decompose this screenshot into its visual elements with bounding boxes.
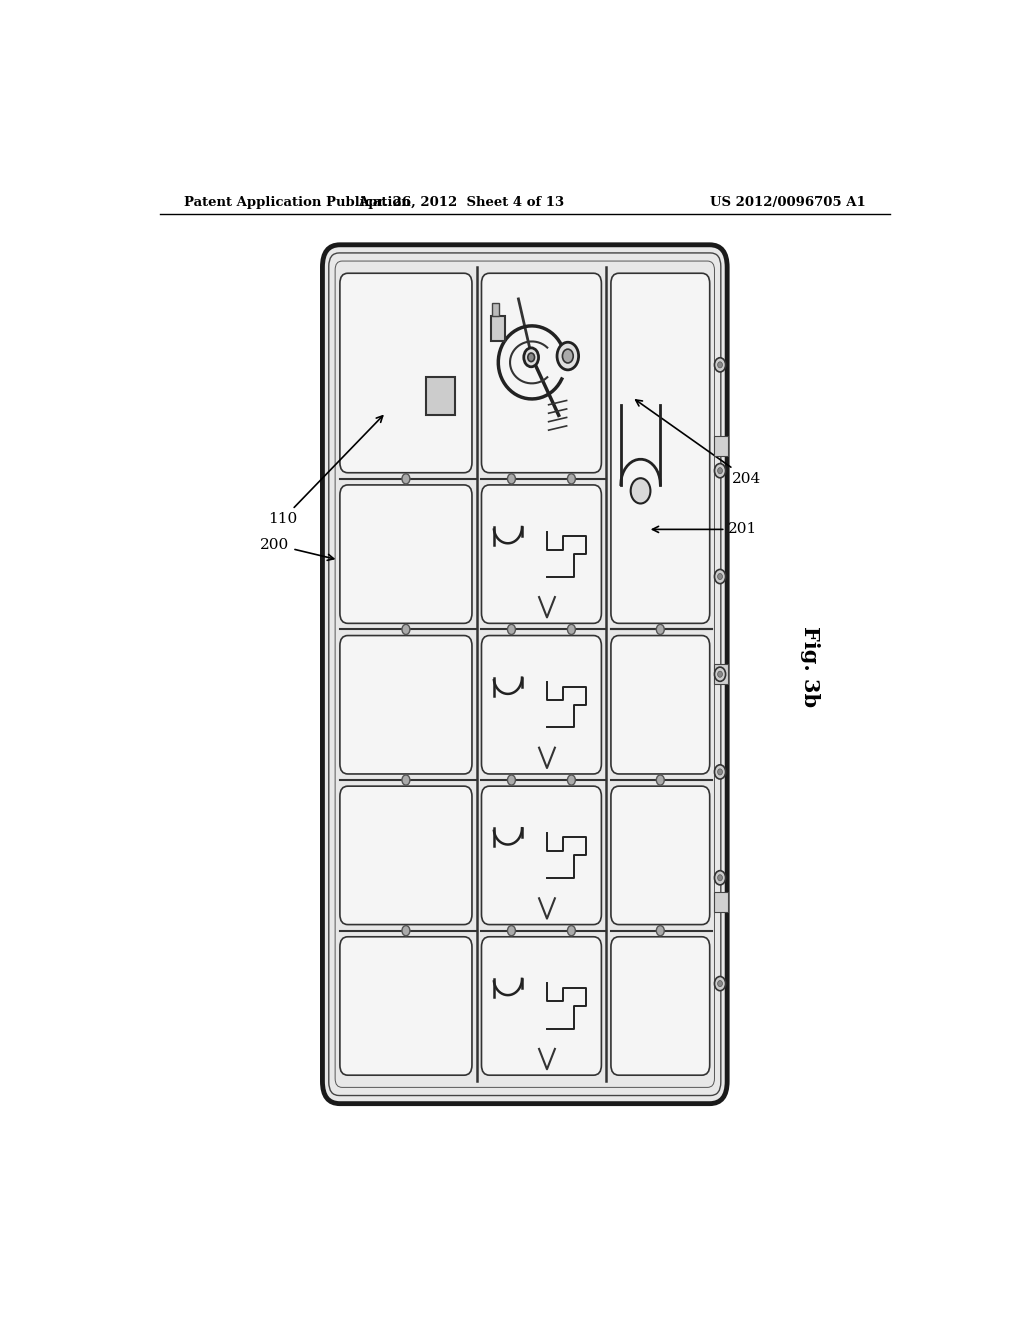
Circle shape [508, 474, 515, 484]
Text: 110: 110 [268, 416, 383, 527]
Circle shape [718, 362, 722, 368]
Text: 200: 200 [260, 537, 334, 560]
Circle shape [715, 569, 726, 583]
Circle shape [402, 775, 410, 785]
Circle shape [508, 624, 515, 635]
FancyBboxPatch shape [481, 273, 601, 473]
FancyBboxPatch shape [611, 787, 710, 924]
Circle shape [631, 478, 650, 503]
FancyBboxPatch shape [481, 484, 601, 623]
Circle shape [402, 925, 410, 936]
FancyBboxPatch shape [481, 635, 601, 774]
Circle shape [562, 350, 573, 363]
FancyBboxPatch shape [340, 787, 472, 924]
Bar [714, 664, 728, 684]
FancyBboxPatch shape [340, 484, 472, 623]
Circle shape [656, 775, 665, 785]
Circle shape [656, 624, 665, 635]
Text: 204: 204 [636, 400, 762, 486]
FancyBboxPatch shape [340, 635, 472, 774]
Circle shape [715, 871, 726, 884]
Bar [559, 350, 577, 362]
Bar [714, 892, 728, 912]
Text: US 2012/0096705 A1: US 2012/0096705 A1 [711, 195, 866, 209]
Circle shape [524, 348, 539, 367]
Circle shape [715, 667, 726, 681]
Circle shape [715, 764, 726, 779]
Bar [493, 304, 500, 315]
FancyBboxPatch shape [340, 273, 472, 473]
Circle shape [718, 467, 722, 474]
Circle shape [715, 358, 726, 372]
Circle shape [527, 352, 535, 362]
FancyBboxPatch shape [611, 937, 710, 1076]
Text: Patent Application Publication: Patent Application Publication [183, 195, 411, 209]
Circle shape [718, 671, 722, 677]
Circle shape [567, 775, 575, 785]
Circle shape [567, 474, 575, 484]
Circle shape [508, 925, 515, 936]
Circle shape [402, 624, 410, 635]
Circle shape [715, 463, 726, 478]
Circle shape [402, 474, 410, 484]
Text: 201: 201 [652, 523, 758, 536]
FancyBboxPatch shape [323, 244, 727, 1104]
Circle shape [718, 875, 722, 880]
FancyBboxPatch shape [481, 937, 601, 1076]
FancyBboxPatch shape [611, 635, 710, 774]
FancyBboxPatch shape [611, 273, 710, 623]
Circle shape [557, 342, 579, 370]
Circle shape [656, 925, 665, 936]
Bar [492, 315, 506, 342]
Text: Fig. 3b: Fig. 3b [801, 626, 820, 708]
Circle shape [567, 925, 575, 936]
FancyBboxPatch shape [340, 937, 472, 1076]
Bar [714, 436, 728, 457]
Circle shape [567, 624, 575, 635]
FancyBboxPatch shape [481, 787, 601, 924]
Circle shape [718, 981, 722, 986]
Circle shape [508, 775, 515, 785]
Bar [426, 378, 455, 416]
Text: Apr. 26, 2012  Sheet 4 of 13: Apr. 26, 2012 Sheet 4 of 13 [358, 195, 564, 209]
Circle shape [715, 977, 726, 991]
Circle shape [718, 573, 722, 579]
Circle shape [718, 768, 722, 775]
